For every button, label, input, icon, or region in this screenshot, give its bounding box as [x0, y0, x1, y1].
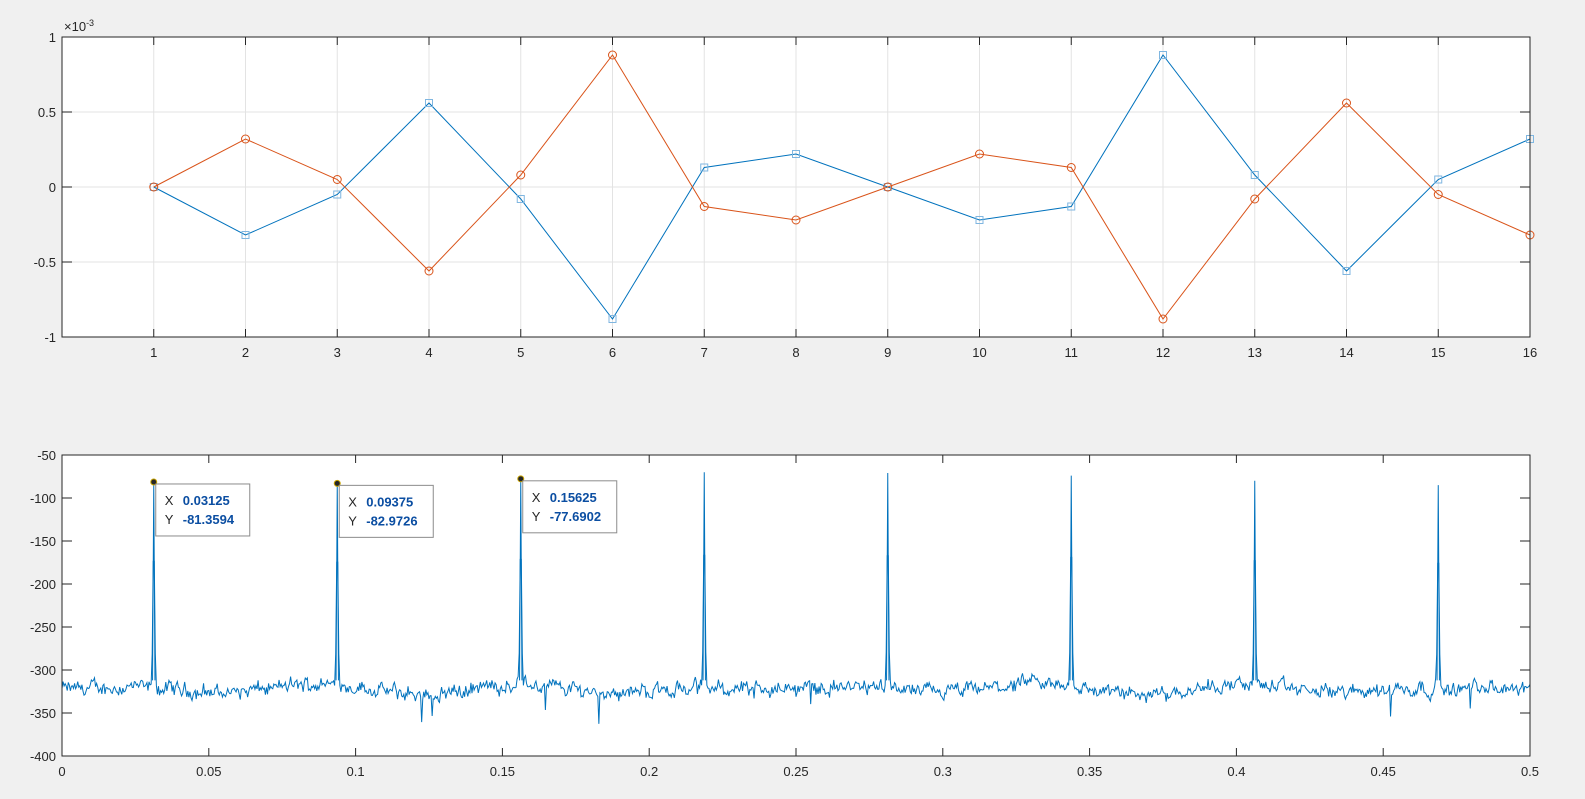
top-axes-exponent: ×10-3	[64, 18, 94, 34]
series-1-marker	[333, 190, 342, 199]
x-tick-label: 12	[1156, 345, 1170, 360]
series-1-marker	[516, 195, 525, 203]
y-tick-label: 1	[49, 30, 56, 45]
bottom-axes-background	[62, 455, 1530, 756]
datatip-box	[155, 483, 251, 537]
spectrum-line	[61, 554, 1531, 724]
x-tick-label: 1	[150, 345, 157, 360]
y-tick-label: 0	[49, 180, 56, 195]
series-2-marker	[1342, 98, 1351, 108]
series-2-marker	[975, 149, 984, 159]
series-2-marker	[1158, 314, 1168, 324]
x-tick-label: 0.35	[1077, 764, 1102, 779]
x-tick-label: 6	[609, 345, 616, 360]
datatip-box	[522, 480, 618, 534]
top-axes-series	[149, 50, 1535, 324]
x-tick-label: 11	[1065, 345, 1079, 360]
x-tick-label: 16	[1523, 345, 1537, 360]
exponent-base: ×10	[64, 19, 86, 34]
series-2-marker	[1433, 190, 1443, 199]
datatip-y-value: -81.3594	[183, 512, 235, 527]
series-2-marker	[149, 182, 159, 192]
series-1-marker	[975, 216, 984, 224]
x-tick-label: 0.3	[934, 764, 952, 779]
datatip-y-value: -82.9726	[366, 513, 417, 528]
x-tick-label: 0.25	[783, 764, 808, 779]
y-tick-label: -1	[44, 330, 56, 345]
x-tick-label: 0.45	[1371, 764, 1396, 779]
series-1-marker	[1159, 51, 1167, 59]
datatip-box	[338, 484, 434, 538]
y-tick-label: -300	[30, 663, 56, 678]
series-1-marker	[1434, 175, 1443, 184]
series-1-marker	[1342, 267, 1351, 275]
x-tick-label: 9	[884, 345, 891, 360]
x-tick-label: 0.5	[1521, 764, 1539, 779]
y-tick-label: -100	[30, 491, 56, 506]
x-tick-label: 7	[701, 345, 708, 360]
datatip-y-label: Y	[532, 509, 541, 524]
datatip-y-label: Y	[165, 512, 174, 527]
x-tick-label: 8	[792, 345, 799, 360]
x-tick-label: 0.4	[1227, 764, 1245, 779]
series-2-marker	[608, 50, 617, 60]
series-1-marker	[241, 231, 250, 239]
x-tick-label: 0	[58, 764, 65, 779]
datatip-x-value: 0.03125	[183, 493, 230, 508]
y-tick-label: 0.5	[38, 105, 56, 120]
bottom-axes: 0 0.05 0.1 0.15 0.2 0.25 0.3 0.35 0.4 0.45 0.5 -50 -…	[30, 448, 1539, 779]
series-2-marker	[241, 134, 250, 144]
exponent-power: -3	[86, 18, 94, 28]
series-2-marker	[1066, 163, 1076, 172]
y-tick-label: -350	[30, 706, 56, 721]
x-tick-label: 14	[1339, 345, 1353, 360]
y-tick-label: -250	[30, 620, 56, 635]
y-tick-label: -50	[37, 448, 56, 463]
series-2-marker	[699, 202, 709, 211]
series-1-marker	[700, 163, 709, 172]
bottom-axes-datatips: X 0.03125 Y -81.3594 X 0.09375 Y -82.9726 X 0.156…	[150, 475, 618, 538]
y-tick-label: -150	[30, 534, 56, 549]
series-2-line	[153, 54, 1531, 320]
series-2-marker	[883, 182, 893, 192]
datatip-x-value: 0.15625	[550, 490, 597, 505]
series-1-marker	[1067, 202, 1076, 211]
datatip-x-label: X	[348, 494, 357, 509]
x-tick-label: 13	[1248, 345, 1262, 360]
x-tick-label: 0.15	[490, 764, 515, 779]
datatip-x-value: 0.09375	[366, 494, 413, 509]
series-2-marker	[516, 170, 526, 180]
series-2-marker	[424, 266, 434, 276]
series-2-marker	[332, 175, 342, 184]
x-tick-label: 3	[334, 345, 341, 360]
series-1-marker	[608, 315, 617, 323]
datatip-x-label: X	[532, 490, 541, 505]
series-1-marker	[1250, 171, 1259, 179]
x-tick-label: 0.05	[196, 764, 221, 779]
x-tick-label: 0.1	[347, 764, 365, 779]
x-tick-label: 2	[242, 345, 249, 360]
x-tick-label: 0.2	[640, 764, 658, 779]
datatip-y-value: -77.6902	[550, 509, 601, 524]
series-1-line	[153, 54, 1531, 320]
datatip-x-label: X	[165, 493, 174, 508]
y-tick-label: -400	[30, 749, 56, 764]
bottom-axes-ticks: 0 0.05 0.1 0.15 0.2 0.25 0.3 0.35 0.4 0.45 0.5 -50 -…	[30, 448, 1539, 779]
y-tick-label: -200	[30, 577, 56, 592]
series-2-marker	[1250, 194, 1260, 204]
series-1-marker	[792, 150, 800, 158]
datatip-y-label: Y	[348, 513, 357, 528]
y-tick-label: -0.5	[34, 255, 56, 270]
x-tick-label: 4	[425, 345, 432, 360]
series-1-marker	[425, 99, 433, 107]
x-tick-label: 10	[972, 345, 986, 360]
x-tick-label: 15	[1431, 345, 1445, 360]
x-tick-label: 5	[517, 345, 524, 360]
series-2-marker	[791, 215, 801, 225]
